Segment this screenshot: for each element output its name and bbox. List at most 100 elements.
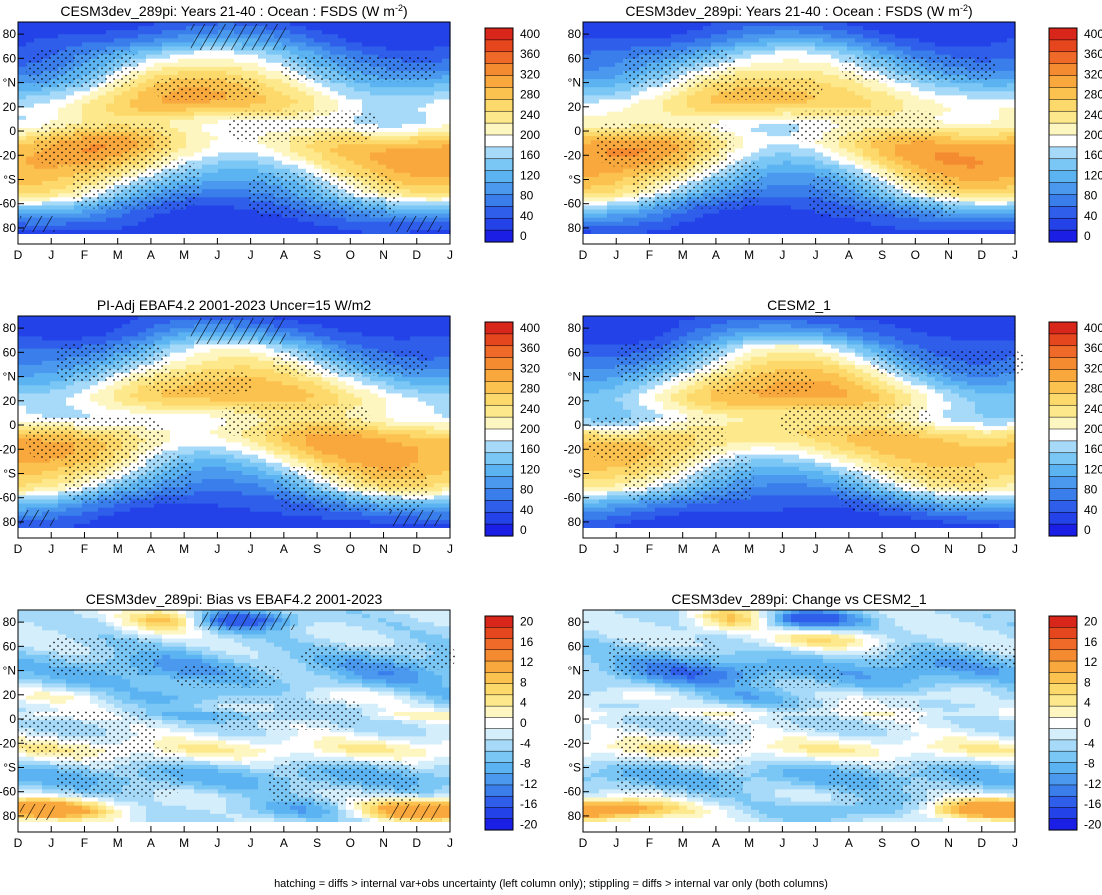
colorbar-swatch [1048, 717, 1078, 730]
x-tick-label: A [147, 248, 155, 262]
x-tick-label: A [712, 542, 720, 556]
colorbar-swatch [484, 87, 514, 100]
y-tick-label: °N [3, 76, 16, 90]
plot-frame [17, 315, 451, 539]
x-tick-label: M [179, 542, 189, 556]
colorbar-label: 80 [1084, 483, 1098, 497]
panel-title: CESM3dev_289pi: Years 21-40 : Ocean : FS… [60, 3, 407, 19]
colorbar-swatch [1048, 773, 1078, 786]
colorbar-swatch [1048, 428, 1078, 442]
colorbar-swatch [1048, 660, 1078, 673]
x-tick-label: S [313, 542, 321, 556]
y-tick-label: -20 [0, 736, 16, 750]
colorbar-swatch [484, 321, 514, 335]
colorbar-label: 240 [520, 402, 540, 416]
x-tick-label: J [613, 836, 619, 850]
x-tick-label: J [48, 542, 54, 556]
colorbar-swatch [1048, 807, 1078, 820]
colorbar-label: 80 [520, 189, 534, 203]
colorbar-swatch [1048, 194, 1078, 207]
y-tick-label: 80 [568, 515, 582, 529]
x-tick-label: J [447, 836, 453, 850]
colorbar-label: -8 [1084, 757, 1095, 771]
colorbar-label: 280 [1084, 88, 1102, 102]
y-tick-label: 0 [9, 124, 16, 138]
colorbar-label: 360 [1084, 47, 1102, 61]
x-tick-label: A [845, 248, 853, 262]
panel-p6: CESM3dev_289pi: Change vs CESM2_1 D J F M A M J… [564, 591, 1102, 850]
plot-frame [582, 21, 1016, 245]
x-tick-label: M [744, 542, 754, 556]
colorbar-swatch [1048, 452, 1078, 466]
x-tick-label: N [379, 836, 388, 850]
y-tick-label: °S [3, 760, 16, 774]
y-tick-label: °N [568, 76, 581, 90]
colorbar-label: 80 [520, 483, 534, 497]
x-tick-label: D [14, 542, 23, 556]
x-tick-label: J [779, 542, 785, 556]
y-tick-label: -20 [0, 442, 16, 456]
colorbar-label: 12 [520, 655, 534, 669]
colorbar-swatch [484, 404, 514, 418]
x-tick-label: D [579, 836, 588, 850]
x-tick-label: F [646, 836, 653, 850]
colorbar-label: 200 [1084, 422, 1102, 436]
colorbar-swatch [484, 728, 514, 741]
x-tick-label: S [313, 836, 321, 850]
stippling [26, 342, 428, 512]
panel-title: CESM3dev_289pi: Change vs CESM2_1 [671, 591, 926, 607]
stippling [595, 48, 998, 218]
colorbar-swatch [1048, 217, 1078, 231]
x-tick-label: O [911, 248, 920, 262]
y-tick-label: -20 [564, 442, 582, 456]
y-tick-label: 0 [574, 124, 581, 138]
y-tick-label: 0 [574, 418, 581, 432]
colorbar-swatch [484, 705, 514, 718]
colorbar-label: 16 [1084, 635, 1098, 649]
colorbar-swatch [484, 63, 514, 77]
colorbar-swatch [1048, 158, 1078, 172]
colorbar-swatch [484, 615, 514, 628]
y-tick-label: 60 [568, 345, 582, 359]
colorbar-swatch [484, 369, 514, 382]
plot-frame [582, 315, 1016, 539]
colorbar-swatch [484, 511, 514, 525]
x-tick-label: F [646, 542, 653, 556]
y-tick-label: 80 [568, 615, 582, 629]
x-tick-label: J [447, 542, 453, 556]
panel-p4: CESM2_1D J F M A M J J A S O N D J8060°N200-20°S-6080… [564, 297, 1102, 556]
colorbar-label: -12 [1084, 777, 1102, 791]
y-tick-label: -20 [564, 148, 582, 162]
colorbar-swatch [484, 158, 514, 172]
colorbar-swatch [484, 795, 514, 809]
colorbar-swatch [484, 51, 514, 65]
colorbar-swatch [484, 476, 514, 489]
colorbar-swatch [484, 500, 514, 513]
colorbar-label: 360 [520, 341, 540, 355]
y-tick-label: -60 [0, 785, 16, 799]
colorbar-label: -20 [1084, 817, 1102, 831]
colorbar-swatch [1048, 381, 1078, 394]
colorbar-swatch [484, 694, 514, 707]
x-tick-label: D [579, 248, 588, 262]
colorbar-swatch [1048, 345, 1078, 359]
plot-frame [17, 21, 451, 245]
colorbar-swatch [1048, 75, 1078, 88]
colorbar-label: 40 [520, 209, 534, 223]
colorbar-label: 320 [1084, 67, 1102, 81]
colorbar-swatch [484, 27, 514, 41]
y-tick-label: 20 [568, 688, 582, 702]
colorbar-swatch [1048, 476, 1078, 489]
colorbar-label: -16 [1084, 797, 1102, 811]
colorbar-swatch [1048, 170, 1078, 184]
colorbar-label: 240 [1084, 402, 1102, 416]
panel-title: CESM2_1 [767, 297, 831, 313]
x-tick-label: J [214, 836, 220, 850]
x-tick-label: M [113, 836, 123, 850]
y-tick-label: 80 [568, 27, 582, 41]
x-tick-label: S [313, 248, 321, 262]
colorbar-label: 200 [520, 422, 540, 436]
colorbar-swatch [484, 464, 514, 478]
colorbar-swatch [484, 146, 514, 160]
